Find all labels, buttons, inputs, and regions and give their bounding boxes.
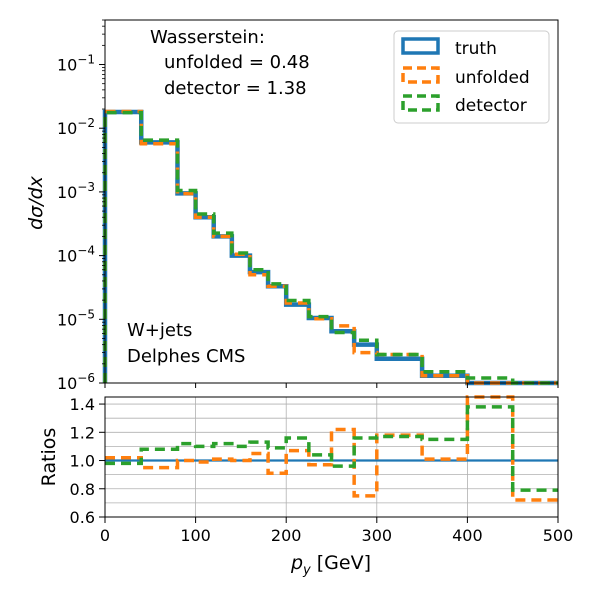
ratio-y-tick-label: 1.0 bbox=[70, 452, 95, 471]
x-tick-label: 0 bbox=[100, 526, 110, 545]
main-y-tick-label: 10−2 bbox=[57, 116, 95, 138]
legend-label-detector: detector bbox=[455, 96, 527, 116]
ratio-x-ticks: 0 100 200 300 400 500 bbox=[100, 383, 573, 545]
wasserstein-detector: detector = 1.38 bbox=[164, 78, 307, 99]
x-axis-label: py [GeV] bbox=[290, 552, 371, 578]
legend-label-unfolded: unfolded bbox=[455, 68, 530, 88]
ratio-y-tick-label: 1.4 bbox=[70, 395, 95, 414]
legend: truth unfolded detector bbox=[393, 30, 550, 124]
legend-swatch-detector bbox=[401, 94, 440, 112]
ratio-series-unfolded bbox=[105, 395, 558, 502]
ratio-axes-frame bbox=[104, 396, 559, 518]
ratio-series-detector bbox=[105, 405, 558, 492]
x-tick-label: 300 bbox=[362, 526, 393, 545]
ratio-y-tick-label: 1.2 bbox=[70, 423, 95, 442]
ratio-y-axis-label: Ratios bbox=[38, 428, 60, 487]
legend-label-truth: truth bbox=[455, 39, 497, 59]
main-y-tick-label: 10−5 bbox=[57, 307, 95, 329]
ratio-panel: 0.60.81.01.21.4 0 100 200 300 400 500 Ratios … bbox=[38, 383, 573, 578]
legend-swatch-unfolded bbox=[401, 66, 440, 84]
wasserstein-title: Wasserstein: bbox=[150, 27, 265, 48]
ratio-series-group bbox=[105, 395, 558, 502]
legend-swatch-truth bbox=[401, 37, 440, 55]
x-tick-label: 200 bbox=[271, 526, 302, 545]
ratio-y-tick-label: 0.6 bbox=[70, 508, 95, 527]
main-y-ticks: 10−6 10−5 10−4 10−3 10−2 10−1 bbox=[57, 19, 105, 393]
ratio-y-tick-label: 0.8 bbox=[70, 480, 95, 499]
main-y-tick-label: 10−1 bbox=[57, 53, 95, 75]
main-series-detector bbox=[103, 110, 558, 385]
x-tick-label: 400 bbox=[452, 526, 483, 545]
main-y-tick-label: 10−3 bbox=[57, 180, 95, 202]
x-tick-label: 100 bbox=[180, 526, 211, 545]
x-tick-label: 500 bbox=[543, 526, 574, 545]
main-y-tick-label: 10−4 bbox=[57, 244, 95, 266]
ratio-y-ticks: 0.6 0.8 1.0 1.2 1.4 bbox=[70, 395, 105, 527]
main-series-group bbox=[102, 109, 558, 386]
simulation-label: Delphes CMS bbox=[127, 346, 245, 367]
main-y-tick-label: 10−6 bbox=[57, 371, 95, 393]
wasserstein-unfolded: unfolded = 0.48 bbox=[164, 52, 310, 73]
process-label: W+jets bbox=[127, 320, 192, 341]
main-panel: 10−6 10−5 10−4 10−3 10−2 10−1 dσ/dx Wasserste… bbox=[25, 19, 559, 393]
main-series-truth bbox=[102, 109, 558, 386]
main-y-axis-label: dσ/dx bbox=[25, 175, 47, 230]
